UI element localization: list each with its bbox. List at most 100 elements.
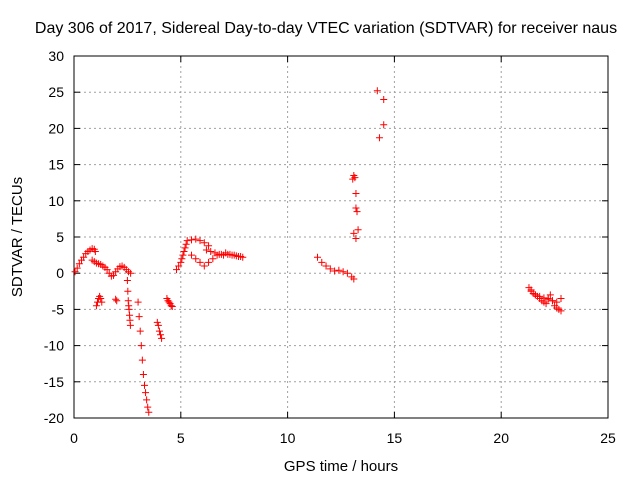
data-point <box>135 313 143 321</box>
data-point <box>350 229 358 237</box>
data-point <box>183 237 191 245</box>
data-point <box>339 268 347 276</box>
data-point <box>548 297 556 305</box>
data-point <box>123 276 131 284</box>
data-point <box>220 251 228 259</box>
data-point <box>92 302 100 310</box>
data-point <box>80 253 88 261</box>
data-point <box>318 258 326 266</box>
x-tick-label: 15 <box>387 430 403 446</box>
data-point <box>103 266 111 274</box>
data-point <box>202 246 210 254</box>
data-point <box>124 287 132 295</box>
data-point <box>177 258 185 266</box>
y-axis-label: SDTVAR / TECUs <box>9 177 26 297</box>
x-tick-label: 10 <box>280 430 296 446</box>
data-point <box>137 342 145 350</box>
data-point <box>536 292 544 300</box>
data-point <box>112 295 120 303</box>
data-point <box>354 226 362 234</box>
data-point <box>143 396 151 404</box>
y-tick-label: 20 <box>48 120 64 136</box>
data-point <box>153 318 161 326</box>
tick-labels: 0 5 10 15 20 25 -20 -15 -10 -5 0 5 10 15 20 25 30 <box>44 48 616 446</box>
y-tick-label: -5 <box>52 301 65 317</box>
data-point <box>110 271 118 279</box>
data-point <box>557 295 565 303</box>
y-tick-label: 5 <box>56 229 64 245</box>
data-point <box>91 247 99 255</box>
data-point <box>314 253 322 261</box>
data-point <box>531 291 539 299</box>
y-tick-label: -15 <box>44 374 64 390</box>
data-point <box>144 403 152 411</box>
data-point <box>353 208 361 216</box>
data-point <box>192 255 200 263</box>
data-point <box>326 265 334 273</box>
data-point <box>351 174 359 182</box>
data-point <box>140 381 148 389</box>
y-tick-label: 0 <box>56 265 64 281</box>
data-point <box>97 295 105 303</box>
data-point <box>380 121 388 129</box>
data-point <box>373 87 381 95</box>
data-point <box>232 252 240 260</box>
data-point <box>155 327 163 335</box>
data-point <box>182 240 190 248</box>
data-point <box>557 307 565 315</box>
data-point <box>322 262 330 270</box>
data-point <box>335 266 343 274</box>
data-point <box>196 258 204 266</box>
x-tick-label: 5 <box>177 430 185 446</box>
data-point <box>200 262 208 270</box>
data-point <box>553 298 561 306</box>
data-point <box>180 247 188 255</box>
data-point <box>113 297 121 305</box>
data-point <box>352 204 360 212</box>
data-point <box>173 266 181 274</box>
x-tick-label: 25 <box>600 430 616 446</box>
data-point <box>205 258 213 266</box>
data-point <box>228 251 236 259</box>
data-point <box>192 235 200 243</box>
data-point <box>544 295 552 303</box>
data-point <box>352 234 360 242</box>
data-point <box>540 294 548 302</box>
data-point <box>178 255 186 263</box>
grid <box>73 55 609 419</box>
y-tick-label: 30 <box>48 48 64 64</box>
data-point <box>145 408 153 416</box>
data-point <box>179 251 187 259</box>
data-point <box>215 250 223 258</box>
y-tick-label: -20 <box>44 410 64 426</box>
plot-frame <box>73 55 609 419</box>
data-point <box>139 371 147 379</box>
data-point <box>167 302 175 310</box>
data-point <box>126 321 134 329</box>
data-point <box>546 291 554 299</box>
data-point <box>154 321 162 329</box>
y-tick-label: -10 <box>44 338 64 354</box>
data-point <box>196 237 204 245</box>
data-points <box>71 87 565 416</box>
data-point <box>207 247 215 255</box>
data-point <box>527 287 535 295</box>
data-point <box>224 250 232 258</box>
y-tick-label: 25 <box>48 84 64 100</box>
data-point <box>542 300 550 308</box>
data-point <box>352 190 360 198</box>
data-point <box>71 268 79 276</box>
data-point <box>181 244 189 252</box>
data-point <box>200 239 208 247</box>
data-point <box>205 242 213 250</box>
data-point <box>75 260 83 268</box>
x-tick-label: 0 <box>70 430 78 446</box>
chart-title: Day 306 of 2017, Sidereal Day-to-day VTE… <box>35 20 617 37</box>
data-point <box>98 298 106 306</box>
data-point <box>138 356 146 364</box>
data-point <box>343 269 351 277</box>
data-point <box>157 331 165 339</box>
data-point <box>187 251 195 259</box>
data-point <box>73 264 81 272</box>
